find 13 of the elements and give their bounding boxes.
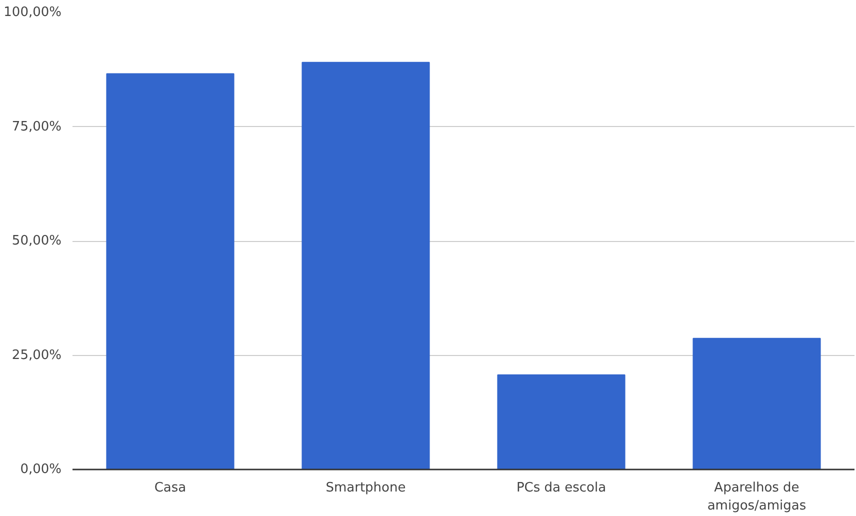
y-tick-label: 50,00% [12, 234, 62, 248]
bar [692, 338, 821, 470]
x-tick-label: Aparelhos de amigos/amigas [707, 480, 806, 514]
x-tick-label: Smartphone [326, 480, 406, 496]
x-tick-label: Casa [154, 480, 186, 496]
bar [106, 73, 234, 470]
x-tick-label: PCs da escola [516, 480, 606, 496]
y-tick-label: 75,00% [12, 119, 62, 134]
y-tick-label: 0,00% [20, 462, 62, 477]
bar [497, 374, 626, 470]
y-tick-label: 25,00% [12, 348, 62, 363]
bar [302, 62, 430, 470]
y-tick-label: 100,00% [4, 5, 62, 20]
